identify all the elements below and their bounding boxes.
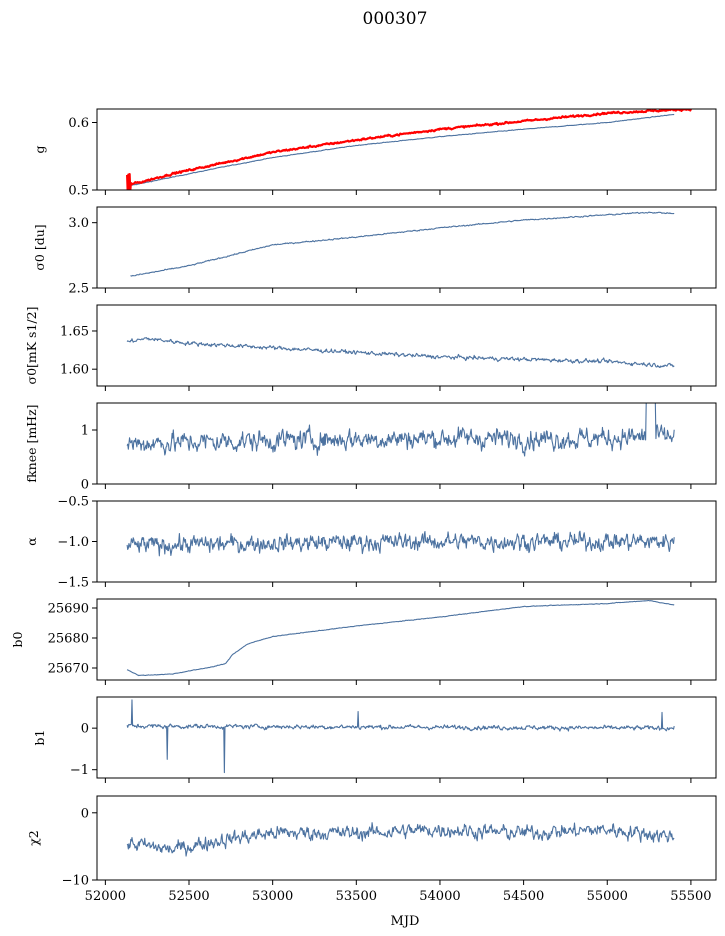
plot-frame-alpha — [96, 500, 717, 583]
y-axis-label-alpha: α — [24, 537, 39, 546]
series-group-g — [126, 109, 692, 190]
y-tick-label-fknee-1: 1 — [81, 424, 89, 439]
series-line-fknee-0 — [126, 403, 675, 457]
panel-b0: 25670 25680 25690 b0 — [10, 598, 717, 685]
y-tick-label-fknee-0: 0 — [81, 478, 89, 493]
series-line-g-1 — [126, 109, 692, 190]
plot-frame-fknee — [96, 402, 717, 485]
y-axis-label-sigma0_du: σ0 [du] — [32, 224, 47, 270]
y-tick-label-sigma0_du-1: 3.0 — [68, 216, 89, 231]
x-tick-label-6: 55000 — [587, 889, 628, 904]
y-axis-label-sigma0_mK: σ0[mK s1/2] — [24, 307, 39, 385]
y-axis-label-b1: b1 — [32, 730, 47, 746]
x-axis-label: MJD — [391, 914, 420, 929]
plot-frame-b1 — [96, 696, 717, 779]
y-tick-label-sigma0_mK-0: 1.60 — [60, 363, 89, 378]
plot-frame-sigma0_mK — [96, 304, 717, 387]
y-axis-label-b0: b0 — [10, 631, 25, 647]
x-tick-label-0: 52000 — [85, 889, 126, 904]
series-line-chi2-0 — [126, 822, 675, 857]
y-tick-label-sigma0_du-0: 2.5 — [68, 282, 89, 297]
x-tick-label-7: 55500 — [670, 889, 711, 904]
series-group-chi2 — [126, 822, 675, 857]
y-tick-label-chi2-0: −10 — [62, 874, 89, 889]
panel-fknee: 0 1 fknee [mHz] — [24, 402, 717, 493]
figure-title: 000307 — [363, 9, 428, 29]
y-tick-label-alpha-0: −1.5 — [57, 576, 89, 591]
x-tick-label-2: 53000 — [252, 889, 293, 904]
y-tick-label-b1-0: −1 — [70, 763, 89, 778]
y-tick-label-sigma0_mK-1: 1.65 — [60, 324, 89, 339]
series-line-sigma0_du-0 — [130, 211, 675, 277]
y-tick-label-b1-1: 0 — [81, 722, 89, 737]
y-tick-label-chi2-1: 0 — [81, 806, 89, 821]
series-line-b0-0 — [126, 599, 675, 677]
plot-frame-sigma0_du — [96, 206, 717, 289]
series-group-sigma0_mK — [126, 337, 675, 368]
y-axis-label-g: g — [32, 145, 47, 153]
y-tick-label-alpha-2: −0.5 — [57, 495, 89, 510]
x-tick-label-1: 52500 — [168, 889, 209, 904]
panel-sigma0_mK: 1.60 1.65 σ0[mK s1/2] — [24, 304, 717, 391]
y-tick-label-g-1: 0.6 — [68, 116, 89, 131]
y-tick-label-alpha-1: −1.0 — [57, 535, 89, 550]
panel-g: 0.5 0.6 g — [32, 108, 717, 199]
series-group-b1 — [126, 699, 675, 774]
x-tick-label-4: 54000 — [419, 889, 460, 904]
series-line-g-0 — [126, 113, 675, 187]
y-tick-label-g-0: 0.5 — [68, 184, 89, 199]
plot-frame-chi2 — [96, 795, 717, 881]
x-tick-label-3: 53500 — [336, 889, 377, 904]
series-line-b1-0 — [126, 699, 675, 774]
panel-alpha: −1.5 −1.0 −0.5 α — [24, 495, 717, 591]
y-tick-label-b0-2: 25690 — [48, 602, 89, 617]
series-line-sigma0_mK-0 — [126, 337, 675, 368]
series-group-fknee — [126, 403, 675, 457]
x-tick-label-5: 54500 — [503, 889, 544, 904]
y-axis-label-chi2: χ2 — [26, 830, 41, 846]
y-tick-label-b0-1: 25680 — [48, 632, 89, 647]
series-line-alpha-0 — [126, 530, 675, 557]
series-group-alpha — [126, 530, 675, 557]
panel-sigma0_du: 2.5 3.0 σ0 [du] — [32, 206, 717, 297]
plot-frame-b0 — [96, 598, 717, 681]
y-tick-label-b0-0: 25670 — [48, 662, 89, 677]
panels: 0.5 0.6 g 2.5 3.0 σ0 [du] 1.60 1.65 σ0[mK s1/2] 0… — [10, 108, 717, 904]
y-axis-label-fknee: fknee [mHz] — [24, 404, 39, 482]
panel-chi2: −10 0 χ2 — [26, 795, 717, 889]
series-group-sigma0_du — [130, 211, 675, 277]
panel-b1: −1 0 b1 — [32, 696, 717, 783]
series-group-b0 — [126, 599, 675, 677]
plot-frame-g — [96, 108, 717, 191]
